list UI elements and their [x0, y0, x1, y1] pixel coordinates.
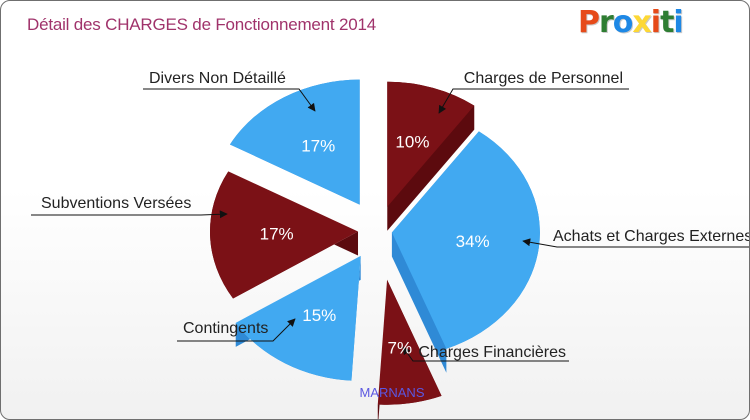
slice-category-label: Achats et Charges Externes: [553, 228, 750, 245]
logo-letter: o: [612, 5, 634, 40]
pie-slice[interactable]: [210, 171, 359, 299]
proxiti-logo: Proxiti: [578, 5, 684, 40]
slice-category-label: Divers Non Détaillé: [149, 70, 286, 87]
logo-letter: t: [660, 5, 674, 40]
pie-slice[interactable]: [391, 131, 540, 349]
pie-slice[interactable]: [387, 81, 475, 207]
logo-letter: i: [673, 5, 683, 40]
logo-letter: x: [632, 5, 651, 40]
leader-line: [143, 88, 316, 112]
city-name: MARNANS: [359, 385, 425, 400]
logo-letter: P: [578, 5, 600, 40]
slice-percent-label: 17%: [301, 136, 335, 155]
slice-percent-label: 10%: [395, 132, 429, 151]
slice-percent-label: 7%: [388, 339, 413, 358]
slice-percent-label: 34%: [456, 232, 490, 251]
logo-letter: r: [599, 5, 614, 40]
slice-percent-label: 17%: [260, 225, 294, 244]
logo-letter: i: [650, 5, 661, 40]
pie-slice[interactable]: [235, 255, 361, 381]
pie-slice[interactable]: [229, 79, 360, 205]
chart-title: Détail des CHARGES de Fonctionnement 201…: [27, 15, 376, 34]
slice-category-label: Subventions Versées: [41, 195, 191, 212]
leader-line: [438, 88, 629, 114]
leader-line: [402, 346, 569, 362]
leader-line: [177, 318, 296, 342]
pie-slice[interactable]: [377, 279, 442, 405]
leader-line: [31, 210, 228, 219]
slice-category-label: Charges de Personnel: [464, 70, 623, 87]
slice-category-label: Contingents: [183, 320, 268, 337]
slice-percent-label: 15%: [302, 306, 336, 325]
slice-category-label: Charges Financières: [418, 344, 566, 361]
leader-line: [522, 238, 749, 248]
